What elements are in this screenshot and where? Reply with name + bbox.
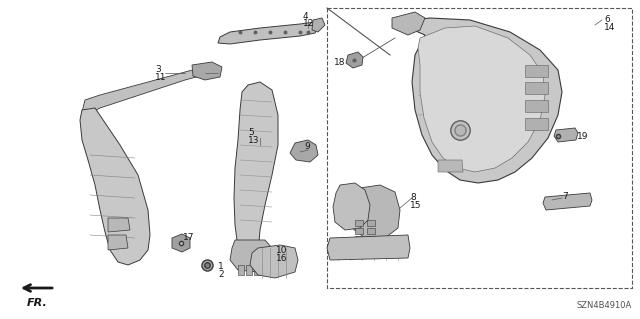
Text: 1: 1: [218, 262, 224, 271]
Polygon shape: [355, 236, 363, 242]
Text: FR.: FR.: [27, 298, 48, 308]
Text: 16: 16: [276, 254, 287, 263]
Text: 4: 4: [303, 12, 308, 21]
Polygon shape: [250, 245, 298, 278]
Text: SZN4B4910A: SZN4B4910A: [577, 301, 632, 310]
Polygon shape: [350, 185, 400, 238]
Polygon shape: [262, 265, 268, 275]
Text: 9: 9: [304, 142, 310, 151]
Text: 18: 18: [334, 58, 346, 67]
Polygon shape: [82, 68, 208, 114]
Polygon shape: [367, 228, 375, 234]
Polygon shape: [234, 82, 278, 260]
Polygon shape: [346, 52, 363, 68]
Polygon shape: [554, 128, 578, 142]
Polygon shape: [327, 235, 410, 260]
Text: 12: 12: [303, 19, 314, 28]
Polygon shape: [525, 100, 548, 112]
Polygon shape: [108, 218, 130, 232]
Text: 2: 2: [218, 270, 223, 279]
Polygon shape: [525, 118, 548, 130]
Polygon shape: [290, 140, 318, 162]
Polygon shape: [246, 265, 252, 275]
Polygon shape: [80, 108, 150, 265]
Polygon shape: [254, 265, 260, 275]
Text: 13: 13: [248, 136, 259, 145]
Polygon shape: [333, 183, 370, 230]
Text: 14: 14: [604, 23, 616, 32]
Polygon shape: [543, 193, 592, 210]
Text: 19: 19: [577, 132, 589, 141]
Polygon shape: [108, 235, 128, 250]
Polygon shape: [392, 12, 425, 35]
Text: 6: 6: [604, 15, 610, 24]
Text: 11: 11: [155, 73, 166, 82]
Text: 15: 15: [410, 201, 422, 210]
Polygon shape: [395, 18, 562, 183]
Polygon shape: [192, 62, 222, 80]
Polygon shape: [172, 234, 190, 252]
Polygon shape: [238, 265, 244, 275]
Polygon shape: [418, 26, 545, 172]
Polygon shape: [355, 220, 363, 226]
Polygon shape: [438, 160, 463, 172]
Polygon shape: [525, 82, 548, 94]
Polygon shape: [367, 236, 375, 242]
Polygon shape: [312, 18, 325, 32]
Polygon shape: [230, 240, 272, 272]
Text: 5: 5: [248, 128, 253, 137]
Polygon shape: [367, 220, 375, 226]
Text: 7: 7: [562, 192, 568, 201]
Text: 17: 17: [183, 233, 195, 242]
Text: 10: 10: [276, 246, 287, 255]
Polygon shape: [355, 228, 363, 234]
Text: 8: 8: [410, 193, 416, 202]
Polygon shape: [218, 22, 318, 44]
Polygon shape: [525, 65, 548, 77]
Text: 3: 3: [155, 65, 161, 74]
